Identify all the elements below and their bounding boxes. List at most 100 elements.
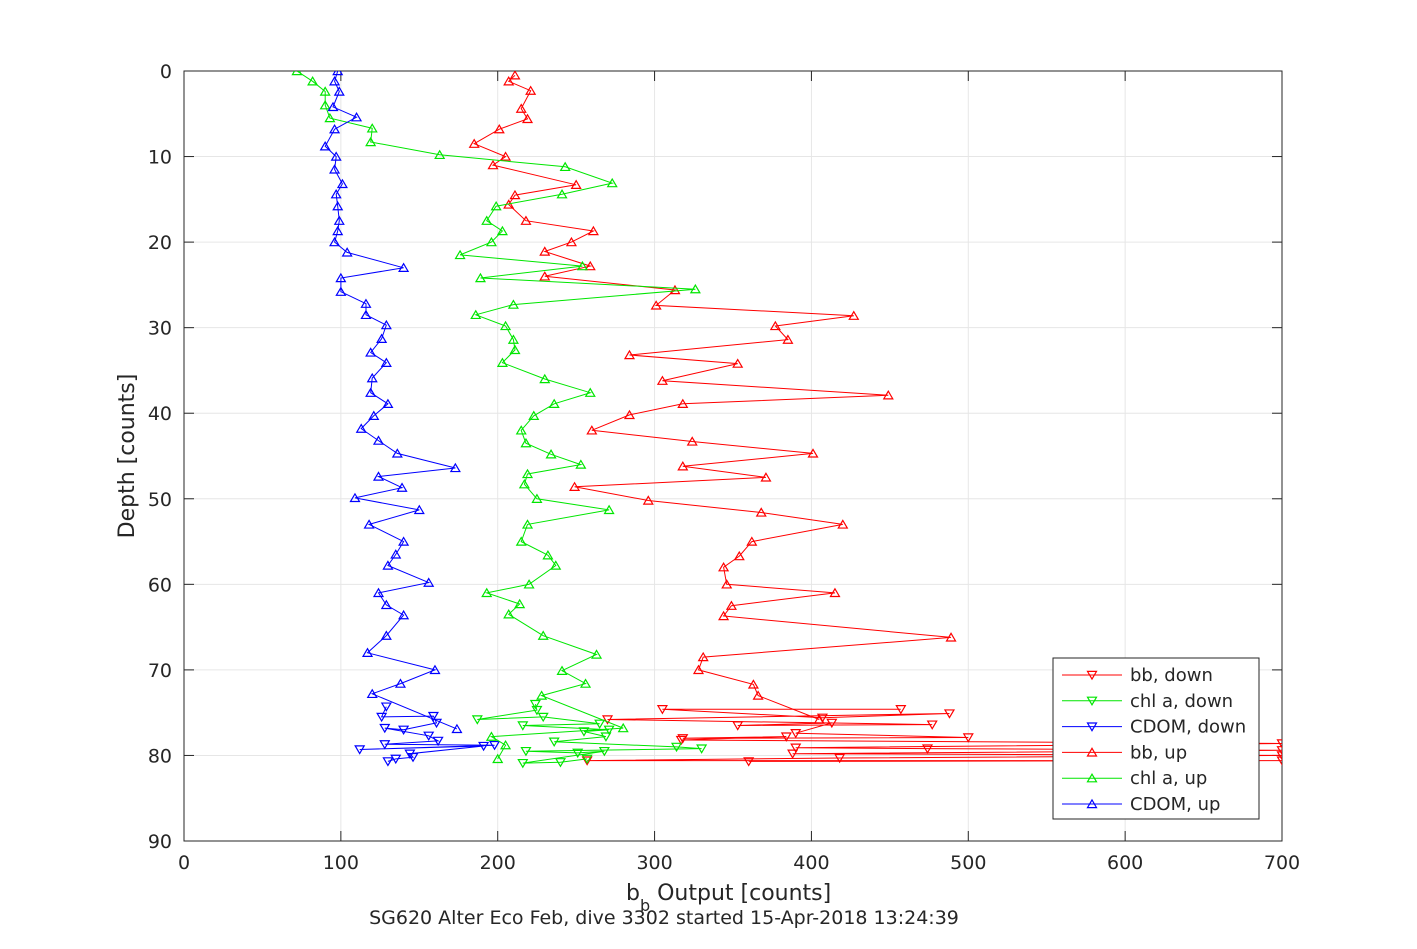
data-point <box>515 536 527 546</box>
data-point <box>471 715 483 725</box>
y-tick-label: 80 <box>148 745 172 767</box>
data-point <box>550 560 562 570</box>
data-point <box>743 757 755 767</box>
data-point <box>490 200 502 211</box>
data-point <box>319 99 331 110</box>
data-point <box>769 320 781 331</box>
data-point <box>677 398 689 409</box>
data-point <box>517 758 529 769</box>
data-point <box>413 504 425 515</box>
data-point <box>584 387 596 397</box>
data-point <box>752 690 764 700</box>
data-point <box>330 188 342 199</box>
series-cdom-up <box>319 71 463 734</box>
data-point <box>572 748 584 759</box>
data-point <box>354 745 366 755</box>
data-point <box>718 561 730 572</box>
y-axis-label: Depth [counts] <box>115 374 140 539</box>
data-point <box>760 472 772 482</box>
legend-swatch-marker <box>1086 772 1098 783</box>
data-point <box>394 678 407 688</box>
data-point <box>327 101 339 112</box>
legend-swatch-marker <box>1086 798 1098 809</box>
data-point <box>341 247 353 257</box>
data-point <box>474 272 487 283</box>
data-point <box>492 753 504 764</box>
legend-swatch-marker <box>1086 670 1098 681</box>
data-point <box>790 728 802 739</box>
data-point <box>329 164 341 174</box>
data-point <box>398 536 410 546</box>
data-point <box>507 299 519 309</box>
data-point <box>780 732 792 742</box>
x-tick-label: 700 <box>1264 852 1300 874</box>
data-point <box>509 344 521 355</box>
data-point <box>1276 751 1282 761</box>
data-point <box>521 468 534 479</box>
data-point <box>545 449 557 459</box>
data-point <box>329 76 341 86</box>
y-tick-label: 90 <box>148 831 172 853</box>
data-point <box>601 715 614 725</box>
data-point <box>696 744 708 754</box>
data-point <box>539 271 551 281</box>
data-point <box>372 471 385 481</box>
data-point <box>365 347 377 357</box>
data-point <box>391 448 403 458</box>
data-point <box>790 743 802 753</box>
data-point <box>807 448 819 458</box>
data-point <box>390 754 402 765</box>
data-point <box>721 579 733 589</box>
data-point <box>500 320 512 331</box>
plot-area-frame <box>183 70 1283 842</box>
legend-label: bb, down <box>1130 665 1213 686</box>
x-axis-label: bb Output [counts] <box>626 881 831 915</box>
data-point <box>333 215 345 225</box>
data-point <box>451 723 463 734</box>
data-point <box>514 598 526 609</box>
x-tick-label: 500 <box>950 852 986 874</box>
data-point <box>834 753 846 764</box>
data-point <box>1276 746 1282 756</box>
data-point <box>520 215 532 225</box>
data-point <box>454 249 466 260</box>
legend-swatch-marker <box>1086 722 1098 732</box>
data-point <box>379 723 391 734</box>
data-point <box>382 757 394 767</box>
data-point <box>380 702 392 712</box>
y-tick-label: 20 <box>148 232 172 254</box>
data-point <box>587 225 599 236</box>
y-tick-label: 50 <box>148 489 172 511</box>
data-point <box>407 752 419 763</box>
legend: bb, down chl a, down CDOM, down bb, up chl a… <box>1052 657 1260 820</box>
legend-label: chl a, up <box>1130 768 1207 789</box>
data-point <box>732 721 744 731</box>
data-point <box>430 718 443 729</box>
x-tick-label: 600 <box>1107 852 1143 874</box>
data-point <box>692 664 705 675</box>
data-point <box>509 189 521 200</box>
y-tick-label: 30 <box>148 318 172 340</box>
data-point <box>787 749 799 759</box>
data-point <box>329 123 341 134</box>
data-point <box>603 725 615 736</box>
data-point <box>747 679 759 689</box>
data-point <box>590 649 603 659</box>
legend-swatch-marker <box>1086 747 1098 757</box>
data-point <box>360 298 372 308</box>
data-point <box>539 246 551 256</box>
legend-item: bb, down <box>1062 665 1213 686</box>
data-point <box>380 319 392 330</box>
y-tick-label: 40 <box>148 403 172 425</box>
data-point <box>746 536 758 546</box>
series-cdom-down <box>354 702 501 767</box>
data-point <box>921 744 934 754</box>
data-point <box>468 138 480 148</box>
data-point <box>366 688 378 699</box>
data-point <box>600 732 612 742</box>
data-point <box>669 284 681 295</box>
data-point <box>350 111 363 122</box>
data-point <box>520 746 532 757</box>
data-point <box>623 409 636 420</box>
data-point <box>481 587 493 598</box>
